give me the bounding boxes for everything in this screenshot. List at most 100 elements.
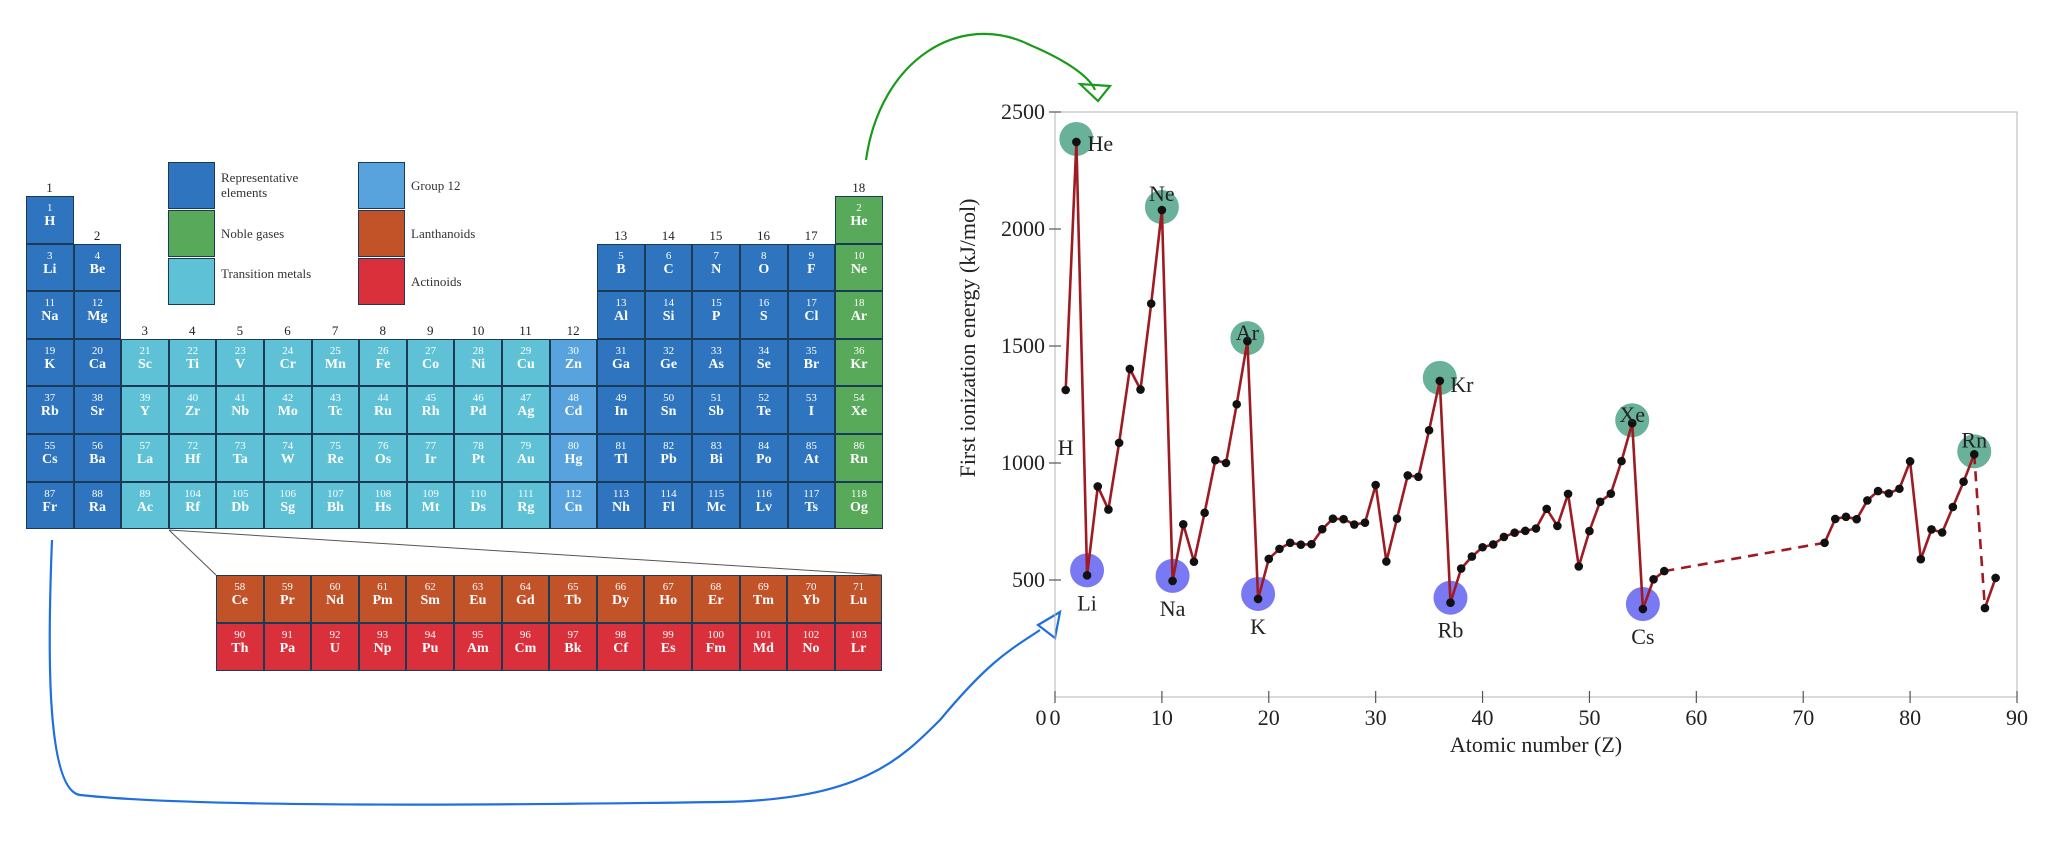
element-cell-ta: 73 Ta [216,434,264,482]
element-label-na: Na [1160,596,1186,621]
atomic-number: 114 [660,487,677,500]
element-symbol: Mt [421,499,440,515]
legend-label: Actinoids [411,274,462,289]
element-symbol: Cf [613,641,628,656]
atomic-number: 3 [47,249,53,262]
element-cell-na: 11 Na [26,291,74,339]
element-cell-cs: 55 Cs [26,434,74,482]
atomic-number: 18 [853,297,865,310]
data-point [1488,540,1498,549]
legend-swatch [168,162,215,209]
atomic-number: 72 [187,440,199,452]
element-symbol: Fm [705,641,726,656]
element-symbol: Bi [709,452,723,467]
element-symbol: Mg [87,309,108,325]
element-cell-nh: 113 Nh [597,481,645,530]
series-line [1983,577,1997,609]
atomic-number: 109 [422,487,439,500]
y-axis-label: First ionization energy (kJ/mol) [955,199,980,478]
element-symbol: Mo [277,404,298,420]
element-cell-cu: 29 Cu [502,338,550,387]
atomic-number: 44 [377,392,389,405]
element-cell-sn: 50 Sn [644,386,693,434]
data-point [1253,594,1263,604]
element-cell-ce: 58 Ce [216,575,264,623]
element-symbol: Yb [802,593,820,608]
element-cell-md: 101 Md [739,623,788,671]
element-cell-sr: 38 Sr [73,386,122,434]
element-symbol: Eu [469,593,487,608]
data-point [1841,512,1851,522]
element-symbol: Gd [516,593,535,608]
data-point [1125,364,1135,374]
element-symbol: Cs [42,452,58,467]
legend-label: Group 12 [411,178,461,193]
element-symbol: Fe [375,356,391,372]
x-tick-label: 10 [1151,705,1173,730]
atomic-number: 2 [856,202,862,214]
data-point [1627,418,1637,428]
atomic-number: 87 [44,487,56,500]
atomic-number: 81 [615,440,627,452]
element-cell-am: 95 Am [454,623,502,671]
atomic-number: 8 [761,249,767,262]
data-point [1392,514,1402,523]
atomic-number: 77 [425,440,437,452]
element-symbol: H [44,214,56,229]
atomic-number: 85 [805,440,817,452]
element-cell-co: 27 Co [406,338,455,387]
annotation-arrows [48,32,1113,806]
fblock-connector-right [168,529,883,576]
atomic-number: 15 [710,297,722,310]
element-cell-pm: 61 Pm [358,575,407,623]
data-point [1424,425,1434,435]
element-cell-cn: 112 Cn [549,481,598,530]
data-point [1499,532,1509,542]
element-symbol: Ge [660,356,678,372]
element-label-rn: Rn [1961,427,1987,452]
element-label-rb: Rb [1438,618,1464,643]
atomic-number: 65 [567,581,579,593]
element-symbol: Bh [326,499,344,515]
atomic-number: 43 [329,392,341,405]
atomic-number: 111 [517,487,534,500]
atomic-number: 94 [424,629,436,641]
element-symbol: Re [327,452,344,467]
element-symbol: Au [516,452,535,467]
element-cell-rh: 45 Rh [406,386,455,434]
atomic-number: 32 [663,344,675,357]
data-point [1168,576,1177,586]
data-point [1467,552,1477,561]
element-cell-ag: 47 Ag [502,386,550,434]
x-tick-label: 50 [1578,705,1600,730]
atomic-number: 7 [713,249,719,262]
element-cell-bi: 83 Bi [692,434,740,482]
data-point [1510,528,1519,538]
atomic-number: 60 [329,581,341,593]
atomic-number: 56 [91,440,103,452]
group-number-11: 11 [519,322,532,338]
element-cell-db: 105 Db [216,481,264,530]
element-symbol: Ds [470,499,486,515]
element-symbol: Pd [470,404,487,420]
atomic-number: 115 [708,487,725,500]
atomic-number: 80 [567,440,579,452]
atomic-number: 36 [853,344,865,357]
atomic-number: 48 [567,392,579,405]
element-symbol: Ag [517,404,535,420]
element-symbol: C [663,261,674,277]
data-point [1371,480,1380,490]
data-point [1211,455,1220,465]
element-symbol: Og [850,499,868,515]
atomic-number: 86 [853,440,865,452]
element-symbol: Sc [137,356,152,372]
element-symbol: Pt [471,452,485,467]
element-symbol: Ir [424,452,437,467]
element-symbol: Ce [231,593,248,608]
element-cell-p: 15 P [692,291,740,339]
element-symbol: Ca [88,356,106,372]
legend-swatch [168,210,215,257]
element-cell-cl: 17 Cl [787,291,836,339]
atomic-number: 84 [758,440,770,452]
